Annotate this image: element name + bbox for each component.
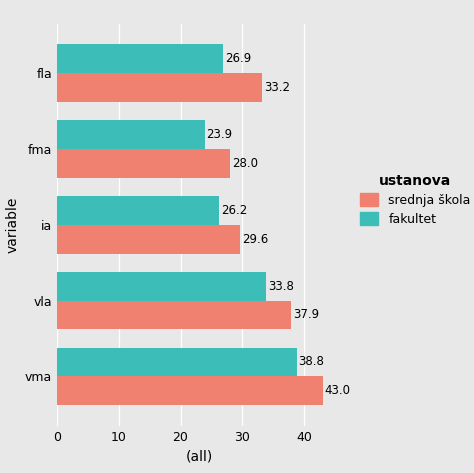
Text: 43.0: 43.0	[325, 384, 351, 397]
Text: 26.2: 26.2	[221, 204, 247, 217]
Bar	[57, 300, 291, 329]
Text: 37.9: 37.9	[293, 308, 319, 322]
Text: 28.0: 28.0	[232, 157, 258, 170]
Text: 26.9: 26.9	[225, 52, 251, 65]
Bar	[57, 44, 223, 73]
Bar	[57, 272, 266, 300]
Bar	[57, 120, 205, 149]
Text: 33.8: 33.8	[268, 280, 293, 293]
X-axis label: (all): (all)	[185, 449, 213, 463]
Y-axis label: variable: variable	[5, 196, 19, 253]
Text: 29.6: 29.6	[242, 233, 268, 245]
Text: 33.2: 33.2	[264, 81, 290, 94]
Bar	[57, 73, 262, 102]
Legend: srednja škola, fakultet: srednja škola, fakultet	[357, 172, 473, 228]
Bar	[57, 377, 323, 405]
Bar	[57, 348, 297, 377]
Bar	[57, 225, 240, 254]
Text: 23.9: 23.9	[207, 128, 233, 141]
Bar	[57, 149, 230, 178]
Text: 38.8: 38.8	[299, 356, 325, 368]
Bar	[57, 196, 219, 225]
